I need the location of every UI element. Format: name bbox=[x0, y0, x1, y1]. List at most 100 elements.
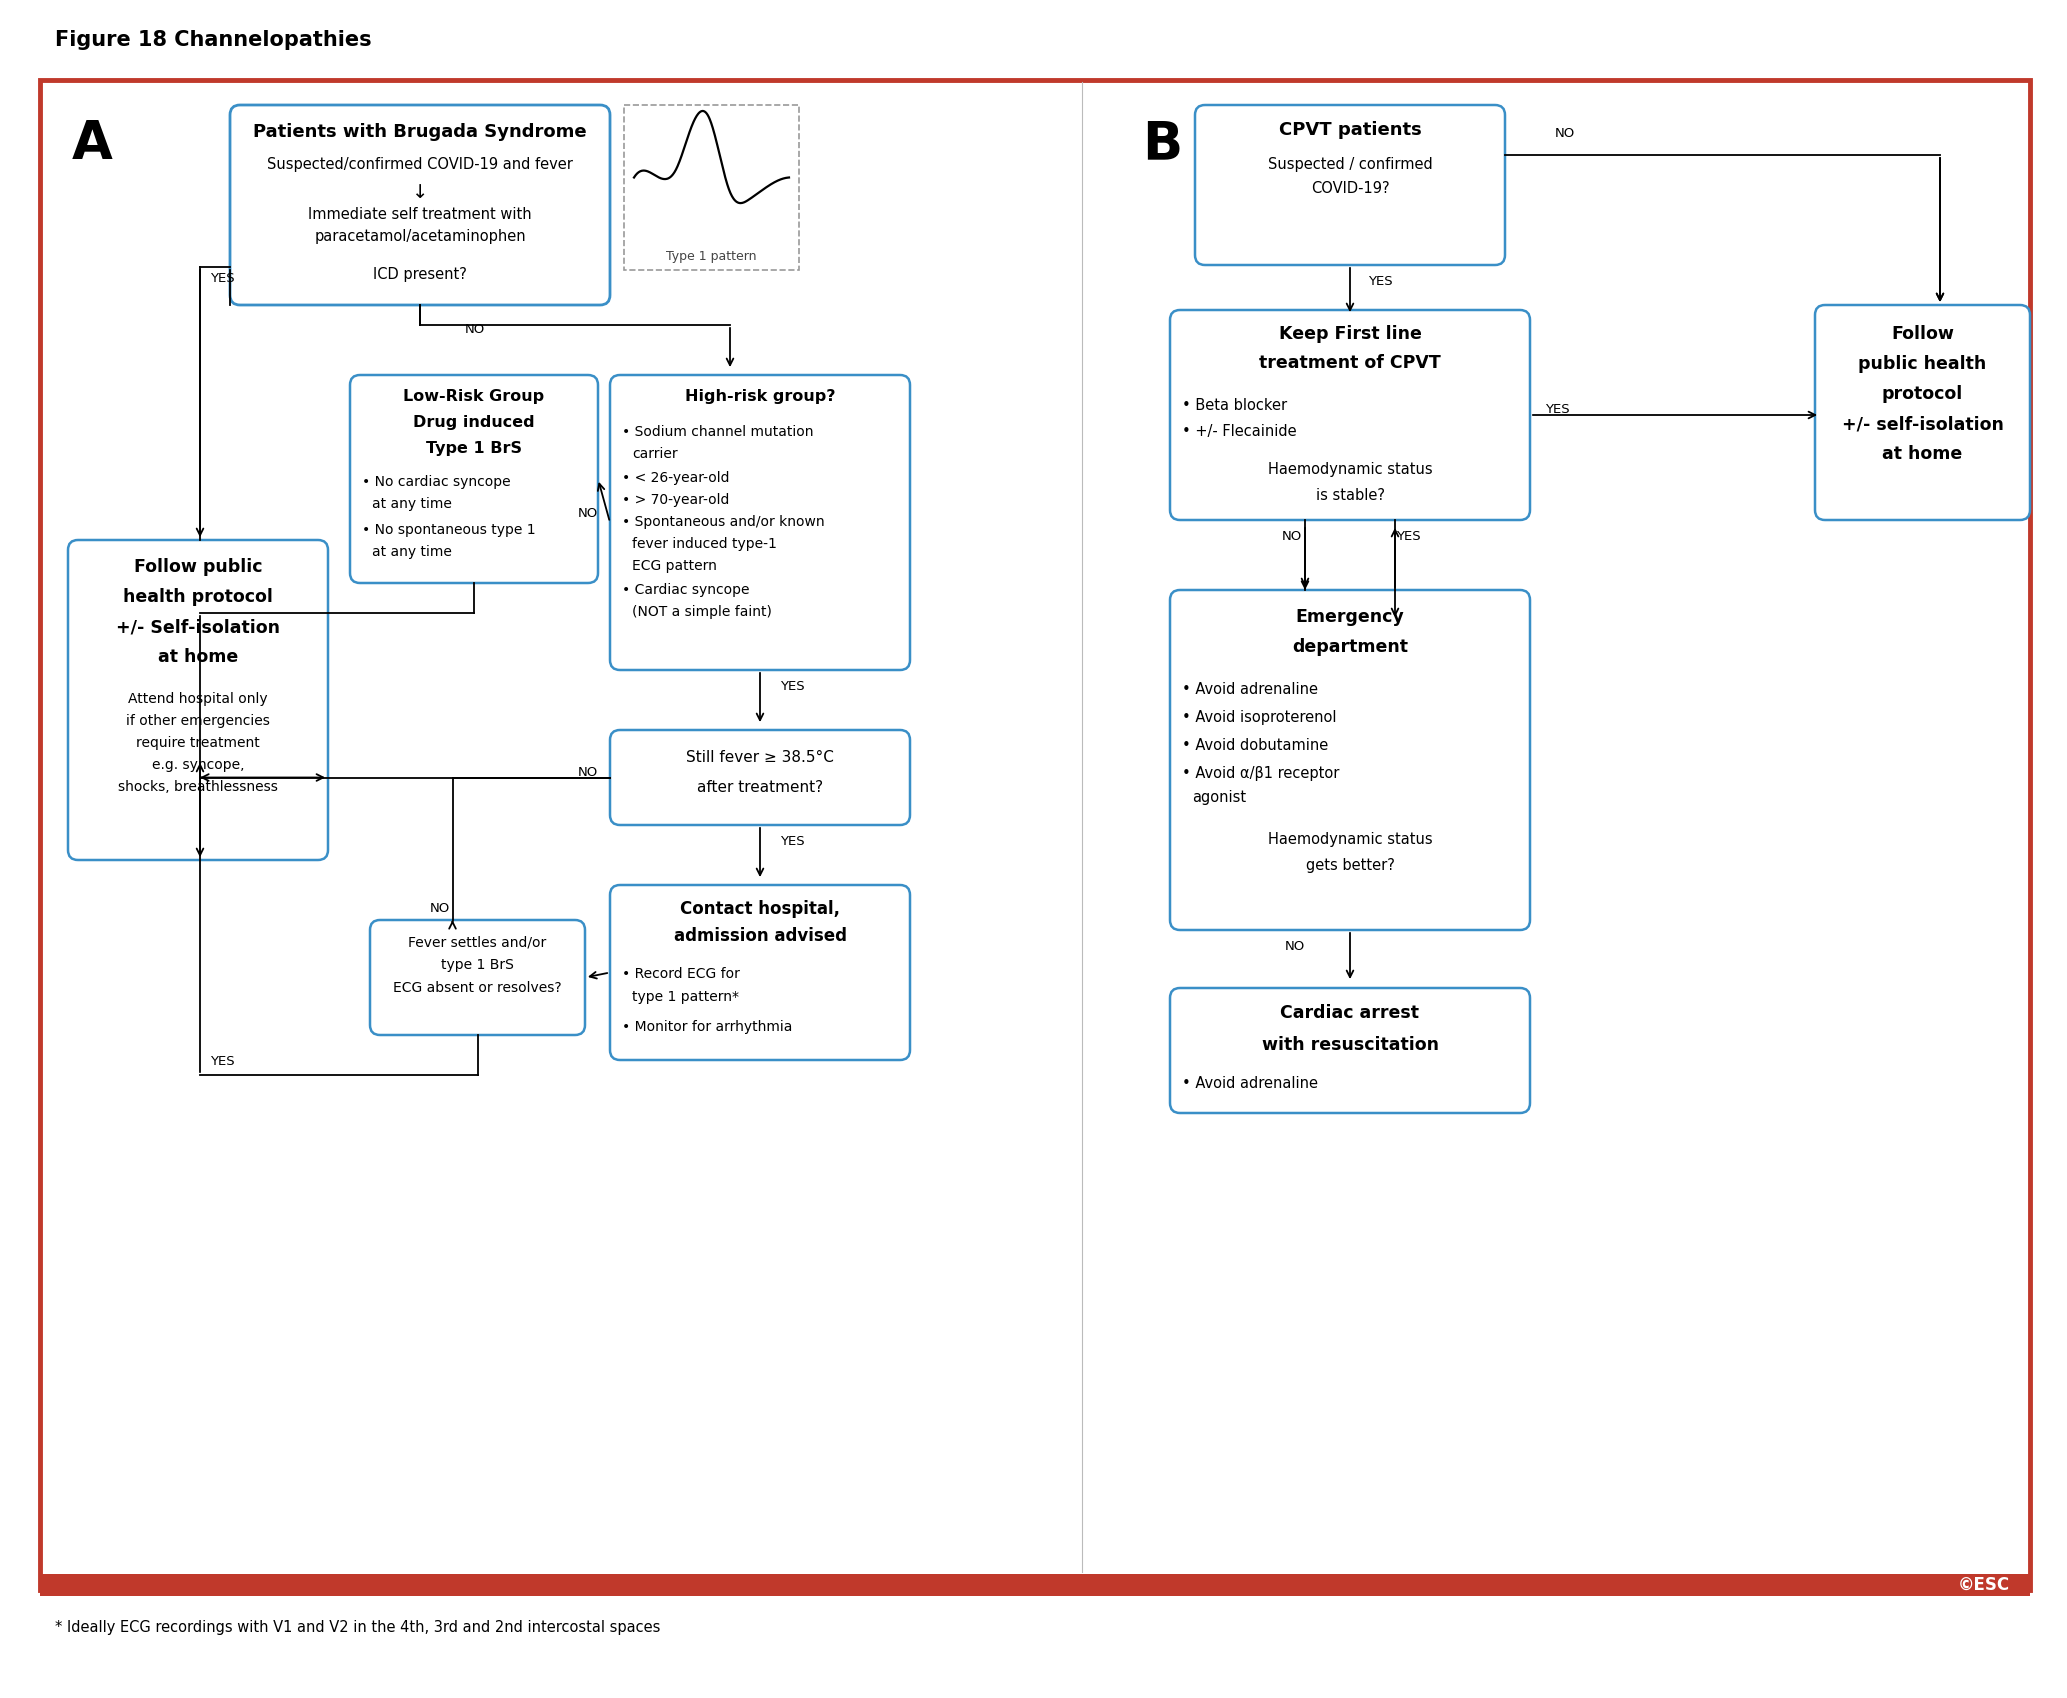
Text: ↓: ↓ bbox=[411, 183, 428, 202]
Text: • Avoid adrenaline: • Avoid adrenaline bbox=[1182, 683, 1319, 696]
Text: • Avoid isoproterenol: • Avoid isoproterenol bbox=[1182, 710, 1337, 725]
Text: shocks, breathlessness: shocks, breathlessness bbox=[118, 779, 277, 795]
Text: health protocol: health protocol bbox=[124, 588, 273, 606]
Text: at any time: at any time bbox=[372, 498, 453, 511]
Text: paracetamol/acetaminophen: paracetamol/acetaminophen bbox=[314, 229, 525, 245]
FancyBboxPatch shape bbox=[68, 540, 329, 859]
FancyBboxPatch shape bbox=[229, 105, 610, 306]
Text: • Record ECG for: • Record ECG for bbox=[622, 966, 740, 981]
Text: Haemodynamic status: Haemodynamic status bbox=[1267, 462, 1432, 477]
Text: • Avoid dobutamine: • Avoid dobutamine bbox=[1182, 739, 1329, 752]
FancyBboxPatch shape bbox=[1815, 306, 2030, 520]
Text: High-risk group?: High-risk group? bbox=[684, 389, 835, 404]
Text: require treatment: require treatment bbox=[136, 735, 260, 751]
Text: admission advised: admission advised bbox=[674, 927, 847, 946]
Text: Still fever ≥ 38.5°C: Still fever ≥ 38.5°C bbox=[686, 751, 833, 766]
Text: Suspected/confirmed COVID-19 and fever: Suspected/confirmed COVID-19 and fever bbox=[267, 156, 573, 171]
Text: if other emergencies: if other emergencies bbox=[126, 713, 271, 728]
Text: gets better?: gets better? bbox=[1306, 857, 1395, 873]
Text: Follow: Follow bbox=[1891, 324, 1953, 343]
Text: Immediate self treatment with: Immediate self treatment with bbox=[308, 207, 531, 222]
Text: CPVT patients: CPVT patients bbox=[1279, 121, 1422, 139]
Text: at home: at home bbox=[157, 649, 238, 666]
Text: agonist: agonist bbox=[1193, 790, 1246, 805]
Text: with resuscitation: with resuscitation bbox=[1261, 1036, 1439, 1054]
Text: Type 1 BrS: Type 1 BrS bbox=[426, 441, 523, 457]
Text: ©ESC: ©ESC bbox=[1957, 1576, 2009, 1594]
Text: NO: NO bbox=[1286, 941, 1304, 953]
Text: +/- Self-isolation: +/- Self-isolation bbox=[116, 618, 279, 637]
Text: Attend hospital only: Attend hospital only bbox=[128, 693, 269, 706]
Text: NO: NO bbox=[579, 766, 597, 778]
Text: Type 1 pattern: Type 1 pattern bbox=[666, 250, 757, 263]
Text: at any time: at any time bbox=[372, 545, 453, 559]
Text: • No spontaneous type 1: • No spontaneous type 1 bbox=[362, 523, 535, 537]
Text: Emergency: Emergency bbox=[1296, 608, 1403, 627]
Text: Patients with Brugada Syndrome: Patients with Brugada Syndrome bbox=[252, 122, 587, 141]
FancyBboxPatch shape bbox=[1170, 988, 1530, 1112]
FancyBboxPatch shape bbox=[349, 375, 597, 582]
Text: Fever settles and/or: Fever settles and/or bbox=[409, 936, 546, 949]
FancyBboxPatch shape bbox=[610, 730, 909, 825]
Bar bbox=[39, 1574, 2030, 1596]
Text: Low-Risk Group: Low-Risk Group bbox=[403, 389, 544, 404]
Text: NO: NO bbox=[1554, 127, 1575, 139]
Text: YES: YES bbox=[211, 272, 236, 285]
Text: • No cardiac syncope: • No cardiac syncope bbox=[362, 475, 511, 489]
Text: A: A bbox=[72, 117, 114, 170]
Text: Follow public: Follow public bbox=[134, 559, 263, 576]
Text: Cardiac arrest: Cardiac arrest bbox=[1279, 1004, 1420, 1022]
Text: YES: YES bbox=[1544, 402, 1569, 416]
Text: ECG absent or resolves?: ECG absent or resolves? bbox=[393, 981, 562, 995]
Text: is stable?: is stable? bbox=[1315, 487, 1385, 503]
FancyBboxPatch shape bbox=[610, 885, 909, 1060]
Text: • Monitor for arrhythmia: • Monitor for arrhythmia bbox=[622, 1020, 792, 1034]
Text: Haemodynamic status: Haemodynamic status bbox=[1267, 832, 1432, 847]
Text: ECG pattern: ECG pattern bbox=[633, 559, 717, 572]
Text: Suspected / confirmed: Suspected / confirmed bbox=[1267, 156, 1432, 171]
Text: after treatment?: after treatment? bbox=[697, 779, 823, 795]
Text: carrier: carrier bbox=[633, 447, 678, 460]
Text: NO: NO bbox=[579, 506, 597, 520]
Text: Contact hospital,: Contact hospital, bbox=[680, 900, 839, 919]
FancyBboxPatch shape bbox=[370, 920, 585, 1036]
FancyBboxPatch shape bbox=[1195, 105, 1505, 265]
Text: fever induced type-1: fever induced type-1 bbox=[633, 537, 777, 550]
Text: at home: at home bbox=[1883, 445, 1964, 464]
Text: • Spontaneous and/or known: • Spontaneous and/or known bbox=[622, 514, 825, 530]
Text: (NOT a simple faint): (NOT a simple faint) bbox=[633, 604, 771, 620]
Text: type 1 BrS: type 1 BrS bbox=[440, 958, 515, 971]
Bar bbox=[39, 80, 2030, 1589]
Text: type 1 pattern*: type 1 pattern* bbox=[633, 990, 740, 1004]
Text: public health: public health bbox=[1858, 355, 1986, 374]
Text: • > 70-year-old: • > 70-year-old bbox=[622, 492, 730, 508]
Text: B: B bbox=[1141, 117, 1182, 170]
Text: treatment of CPVT: treatment of CPVT bbox=[1259, 353, 1441, 372]
Text: • Avoid α/β1 receptor: • Avoid α/β1 receptor bbox=[1182, 766, 1339, 781]
FancyBboxPatch shape bbox=[610, 375, 909, 671]
Text: Drug induced: Drug induced bbox=[413, 414, 535, 430]
Text: NO: NO bbox=[1282, 530, 1302, 543]
Text: YES: YES bbox=[1368, 275, 1393, 289]
Text: YES: YES bbox=[779, 679, 804, 693]
FancyBboxPatch shape bbox=[1170, 589, 1530, 931]
Text: • Cardiac syncope: • Cardiac syncope bbox=[622, 582, 750, 598]
Text: YES: YES bbox=[211, 1054, 236, 1068]
Text: COVID-19?: COVID-19? bbox=[1310, 182, 1389, 195]
Text: NO: NO bbox=[465, 323, 486, 336]
Text: • Avoid adrenaline: • Avoid adrenaline bbox=[1182, 1077, 1319, 1092]
Text: Keep First line: Keep First line bbox=[1279, 324, 1422, 343]
Text: YES: YES bbox=[779, 835, 804, 847]
Text: protocol: protocol bbox=[1881, 385, 1964, 402]
Text: • Beta blocker: • Beta blocker bbox=[1182, 397, 1288, 413]
Text: ICD present?: ICD present? bbox=[372, 267, 467, 282]
Bar bbox=[624, 105, 800, 270]
Text: e.g. syncope,: e.g. syncope, bbox=[151, 757, 244, 773]
Text: * Ideally ECG recordings with V1 and V2 in the 4th, 3rd and 2nd intercostal spac: * Ideally ECG recordings with V1 and V2 … bbox=[56, 1620, 659, 1635]
Text: NO: NO bbox=[430, 902, 451, 915]
FancyBboxPatch shape bbox=[1170, 311, 1530, 520]
Text: +/- self-isolation: +/- self-isolation bbox=[1842, 414, 2003, 433]
Text: YES: YES bbox=[1395, 530, 1420, 543]
Text: Figure 18 Channelopathies: Figure 18 Channelopathies bbox=[56, 31, 372, 49]
Text: • Sodium channel mutation: • Sodium channel mutation bbox=[622, 424, 814, 440]
